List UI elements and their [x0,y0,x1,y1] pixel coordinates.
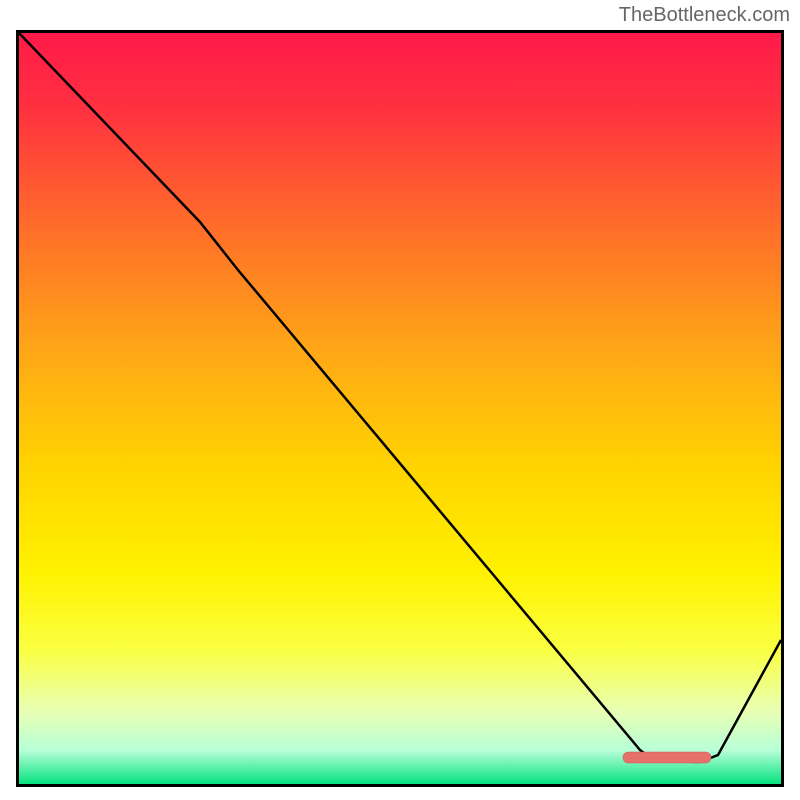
chart-frame [16,30,784,787]
